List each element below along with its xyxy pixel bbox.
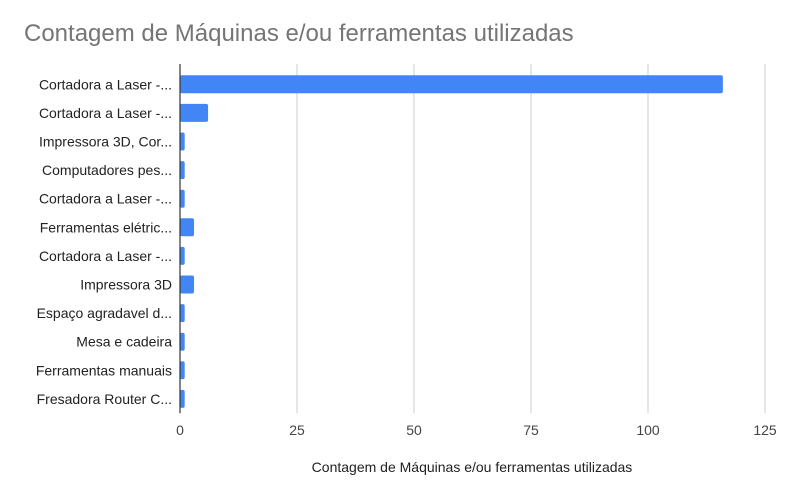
bar — [180, 161, 185, 180]
x-tick-label: 125 — [753, 422, 777, 438]
category-label: Espaço agradavel d... — [37, 305, 172, 321]
x-tick-label: 50 — [406, 422, 422, 438]
category-label: Cortadora a Laser -... — [39, 191, 172, 207]
category-label: Impressora 3D — [80, 277, 172, 293]
category-label: Ferramentas elétric... — [40, 219, 172, 235]
tick-labels: 0 25 50 75 100 125 — [176, 422, 777, 438]
category-label: Ferramentas manuais — [36, 362, 172, 378]
x-tick-label: 25 — [289, 422, 305, 438]
bar — [180, 75, 723, 94]
category-label: Cortadora a Laser -... — [39, 248, 172, 264]
category-label: Fresadora Router C... — [37, 391, 172, 407]
category-labels: Cortadora a Laser -... Cortadora a Laser … — [36, 76, 172, 407]
bar — [180, 189, 185, 208]
bar — [180, 275, 195, 294]
bar — [180, 361, 185, 380]
category-label: Mesa e cadeira — [76, 334, 172, 350]
grid-lines — [296, 64, 766, 414]
category-label: Computadores pes... — [42, 162, 172, 178]
category-label: Cortadora a Laser -... — [39, 105, 172, 121]
bar — [180, 103, 209, 122]
x-tick-label: 100 — [636, 422, 660, 438]
bar — [180, 389, 185, 408]
x-tick-label: 75 — [523, 422, 539, 438]
category-label: Impressora 3D, Cor... — [39, 134, 172, 150]
category-label: Cortadora a Laser -... — [39, 76, 172, 92]
bar — [180, 246, 185, 265]
x-axis-title: Contagem de Máquinas e/ou ferramentas ut… — [312, 459, 633, 475]
chart-title: Contagem de Máquinas e/ou ferramentas ut… — [24, 20, 574, 47]
bar — [180, 332, 185, 351]
bars — [180, 75, 723, 408]
bar — [180, 132, 185, 151]
x-tick-label: 0 — [176, 422, 184, 438]
bar — [180, 304, 185, 323]
bar — [180, 218, 195, 237]
